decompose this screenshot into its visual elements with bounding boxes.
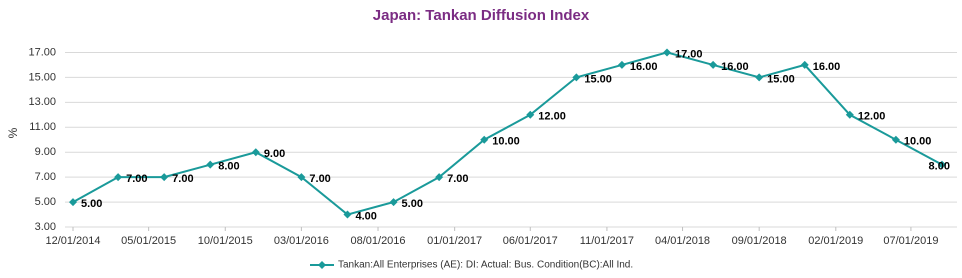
marker (572, 73, 581, 82)
data-label: 7.00 (447, 173, 468, 185)
legend-marker (318, 261, 326, 269)
x-tick-label: 06/01/2017 (503, 235, 558, 247)
x-tick-label: 10/01/2015 (198, 235, 253, 247)
x-tick-label: 05/01/2015 (121, 235, 176, 247)
data-label: 16.00 (813, 61, 841, 73)
data-label: 15.00 (767, 73, 795, 85)
data-label: 15.00 (584, 73, 612, 85)
legend-label: Tankan:All Enterprises (AE): DI: Actual:… (338, 260, 633, 271)
y-tick-label: 9.00 (35, 146, 56, 158)
x-tick-label: 03/01/2016 (274, 235, 329, 247)
marker (160, 173, 169, 182)
data-label: 16.00 (630, 61, 658, 73)
marker (891, 135, 900, 144)
x-tick-label: 09/01/2018 (732, 235, 787, 247)
data-label: 16.00 (721, 61, 749, 73)
data-label: 8.00 (218, 161, 239, 173)
data-label: 5.00 (81, 198, 102, 210)
marker (845, 110, 854, 119)
series-line (72, 51, 943, 216)
marker (709, 60, 718, 69)
y-tick-label: 7.00 (35, 171, 56, 183)
marker (297, 173, 306, 182)
data-label: 12.00 (538, 111, 566, 123)
data-label: 7.00 (309, 173, 330, 185)
marker (755, 73, 764, 82)
y-tick-label: 3.00 (35, 221, 56, 233)
data-label: 10.00 (492, 136, 520, 148)
y-tick-label: 5.00 (35, 196, 56, 208)
x-tick-label: 12/01/2014 (45, 235, 100, 247)
marker (526, 110, 535, 119)
marker (206, 160, 215, 169)
marker (480, 135, 489, 144)
data-label: 17.00 (675, 48, 703, 60)
x-tick-label: 08/01/2016 (350, 235, 405, 247)
x-tick-label: 02/01/2019 (808, 235, 863, 247)
marker (800, 60, 809, 69)
chart-title: Japan: Tankan Diffusion Index (373, 7, 590, 24)
marker (251, 148, 260, 157)
marker (663, 48, 672, 57)
x-tick-label: 11/01/2017 (580, 235, 634, 247)
data-label: 4.00 (355, 210, 376, 222)
data-label: 9.00 (264, 148, 285, 160)
marker (937, 160, 946, 169)
marker (69, 198, 78, 207)
data-label: 12.00 (858, 111, 886, 123)
x-tick-label: 07/01/2019 (883, 235, 938, 247)
marker (617, 60, 626, 69)
marker (389, 198, 398, 207)
y-axis-label: % (6, 127, 20, 138)
y-tick-label: 11.00 (29, 121, 56, 133)
y-tick-label: 17.00 (28, 46, 56, 58)
data-label: 5.00 (402, 198, 423, 210)
data-label: 10.00 (904, 136, 932, 148)
data-label: 8.00 (929, 161, 950, 173)
marker (114, 173, 123, 182)
y-tick-label: 13.00 (28, 96, 56, 108)
x-tick-label: 01/01/2017 (427, 235, 482, 247)
data-label: 7.00 (126, 173, 147, 185)
marker (343, 210, 352, 219)
x-tick-label: 04/01/2018 (655, 235, 710, 247)
y-tick-label: 15.00 (28, 71, 56, 83)
data-label: 7.00 (172, 173, 193, 185)
marker (435, 173, 444, 182)
